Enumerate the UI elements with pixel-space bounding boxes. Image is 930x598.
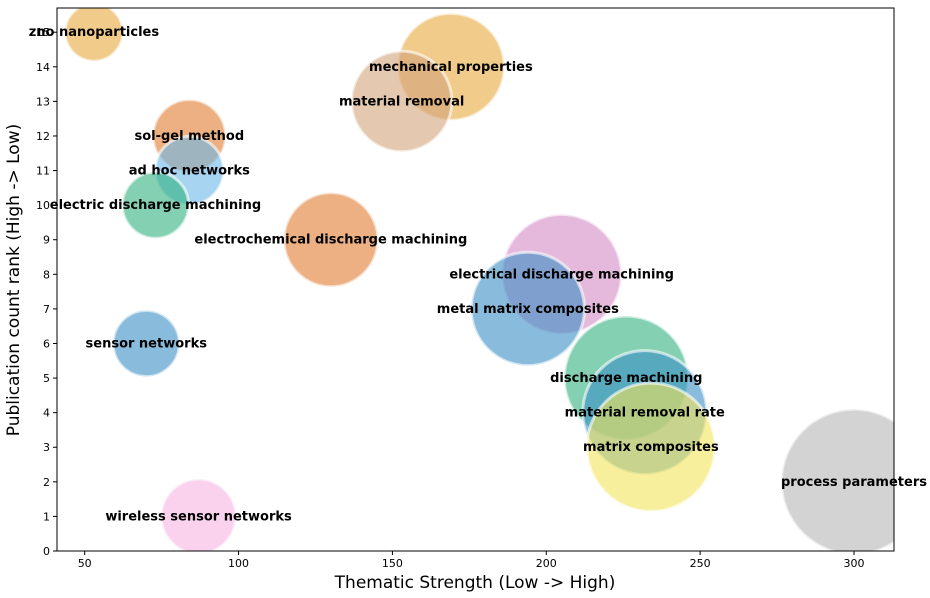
x-tick-label: 300 — [843, 557, 864, 570]
bubble-label: ad hoc networks — [129, 164, 250, 179]
y-tick-label: 12 — [36, 130, 50, 143]
bubble-label: metal matrix composites — [437, 302, 619, 317]
y-tick-label: 5 — [43, 372, 50, 385]
bubble-label: process parameters — [781, 475, 927, 490]
y-tick-label: 11 — [36, 165, 50, 178]
y-tick-label: 14 — [36, 61, 50, 74]
bubble-label: sensor networks — [86, 336, 208, 351]
bubble-label: electrochemical discharge machining — [194, 233, 467, 248]
x-tick-label: 50 — [78, 557, 92, 570]
bubble — [120, 170, 191, 240]
y-tick-label: 1 — [43, 510, 50, 523]
y-axis-title: Publication count rank (High -> Low) — [4, 124, 24, 437]
y-tick-label: 8 — [43, 268, 50, 281]
bubble — [159, 477, 238, 551]
bubble — [63, 8, 125, 63]
y-tick-label: 2 — [43, 476, 50, 489]
y-tick-label: 3 — [43, 441, 50, 454]
bubble — [282, 191, 380, 289]
x-tick-label: 150 — [382, 557, 403, 570]
bubble — [779, 407, 894, 551]
bubble — [111, 308, 181, 379]
bubble-label: electrical discharge machining — [449, 267, 674, 282]
label-layer: zno nanoparticles mechanical properties ma… — [29, 25, 928, 524]
bubble-label: zno nanoparticles — [29, 25, 160, 40]
x-tick-label: 200 — [536, 557, 557, 570]
y-tick-label: 15 — [36, 26, 50, 39]
y-tick-label: 0 — [43, 545, 50, 558]
y-tick-label: 10 — [36, 199, 50, 212]
y-tick-label: 7 — [43, 303, 50, 316]
bubble-label: matrix composites — [583, 440, 719, 455]
x-tick-label: 250 — [690, 557, 711, 570]
y-tick-label: 13 — [36, 95, 50, 108]
x-axis: 50 100 150 200 250 300 — [78, 551, 864, 570]
bubble-label: material removal — [339, 94, 464, 109]
plot-frame — [56, 7, 895, 552]
bubble-label: material removal rate — [565, 406, 725, 421]
bubble — [349, 49, 454, 154]
x-tick-label: 100 — [228, 557, 249, 570]
y-tick-label: 4 — [43, 407, 50, 420]
bubble-label: discharge machining — [550, 371, 702, 386]
x-axis-title: Thematic Strength (Low -> High) — [334, 573, 616, 593]
bubble-label: sol-gel method — [134, 129, 244, 144]
y-tick-label: 6 — [43, 337, 50, 350]
bubble-label: mechanical properties — [369, 60, 533, 75]
bubble — [585, 381, 717, 513]
bubble — [469, 250, 586, 368]
bubble-layer — [63, 8, 894, 551]
bubble-label: wireless sensor networks — [105, 509, 292, 524]
y-tick-label: 9 — [43, 234, 50, 247]
bubble-label: electric discharge machining — [50, 198, 261, 213]
